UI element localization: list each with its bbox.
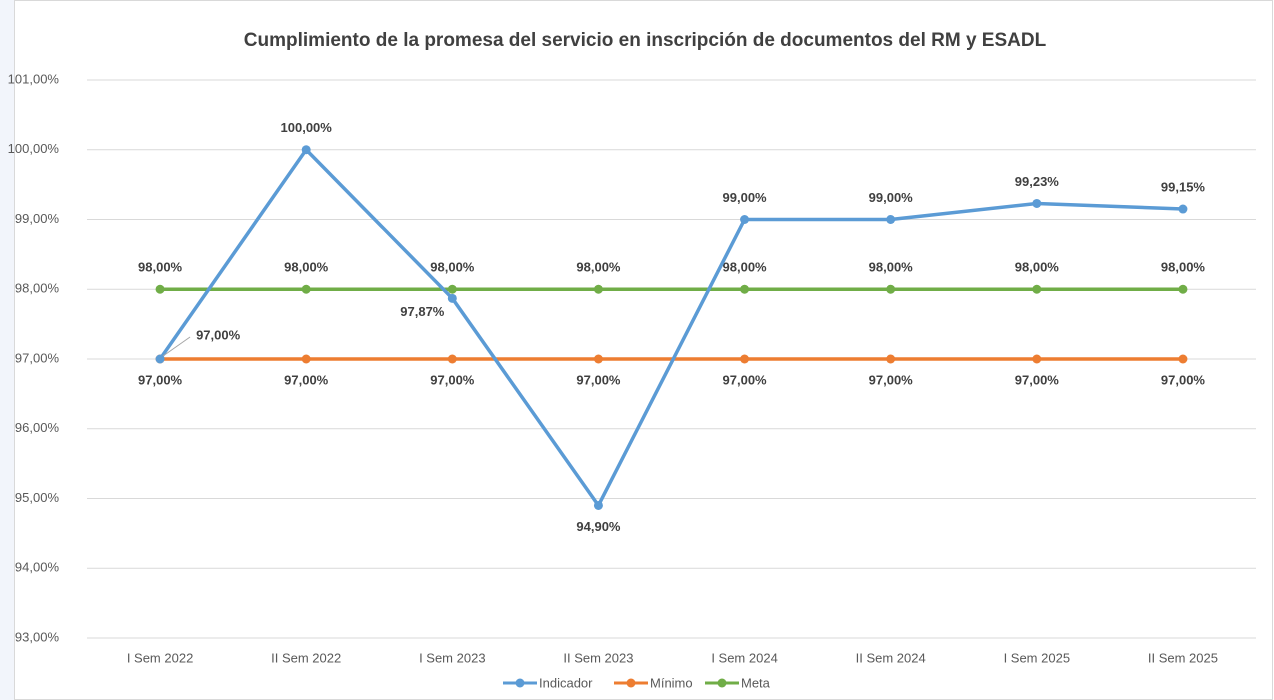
point (301, 354, 311, 364)
x-tick-label: II Sem 2025 (1148, 650, 1218, 665)
y-tick-label: 94,00% (15, 560, 60, 575)
data-label: 99,23% (1015, 174, 1060, 189)
data-label: 97,00% (138, 372, 183, 387)
x-tick-label: I Sem 2022 (127, 650, 194, 665)
point (1178, 284, 1188, 294)
legend-marker (717, 678, 727, 688)
data-label: 98,00% (723, 260, 768, 275)
data-label: 99,00% (869, 190, 914, 205)
y-tick-label: 96,00% (15, 420, 60, 435)
data-label: 98,00% (576, 260, 621, 275)
legend-label: Indicador (539, 675, 593, 690)
data-label: 94,90% (576, 519, 621, 534)
y-tick-label: 93,00% (15, 629, 60, 644)
point (593, 500, 603, 510)
point (155, 354, 165, 364)
point (1032, 198, 1042, 208)
data-label: 97,00% (430, 372, 475, 387)
point (593, 284, 603, 294)
point (301, 284, 311, 294)
data-label: 98,00% (869, 260, 914, 275)
legend-label: Meta (741, 675, 771, 690)
point (155, 284, 165, 294)
chart-frame (14, 0, 1273, 700)
data-label: 97,00% (1015, 372, 1060, 387)
data-label: 97,00% (284, 372, 329, 387)
data-label: 100,00% (281, 120, 333, 135)
data-label: 97,00% (196, 327, 241, 342)
y-tick-label: 97,00% (15, 350, 60, 365)
point (1178, 204, 1188, 214)
data-label: 98,00% (138, 260, 183, 275)
point (593, 354, 603, 364)
data-label: 98,00% (1161, 260, 1206, 275)
point (740, 354, 750, 364)
point (1178, 354, 1188, 364)
data-label: 97,00% (1161, 372, 1206, 387)
legend-marker (515, 678, 525, 688)
data-label: 97,87% (400, 304, 445, 319)
data-label: 97,00% (869, 372, 914, 387)
data-label: 98,00% (430, 260, 475, 275)
x-tick-label: II Sem 2023 (563, 650, 633, 665)
data-label: 98,00% (284, 260, 329, 275)
chart-title: Cumplimiento de la promesa del servicio … (244, 30, 1047, 51)
x-tick-label: I Sem 2023 (419, 650, 486, 665)
data-label: 99,00% (723, 190, 768, 205)
legend-label: Mínimo (650, 675, 693, 690)
y-tick-label: 99,00% (15, 211, 60, 226)
point (447, 293, 457, 303)
point (886, 215, 896, 224)
point (447, 284, 457, 294)
x-tick-label: I Sem 2025 (1004, 650, 1071, 665)
y-tick-label: 98,00% (15, 281, 60, 296)
data-label: 98,00% (1015, 260, 1060, 275)
data-label: 97,00% (576, 372, 621, 387)
point (886, 284, 896, 294)
leader-line (162, 336, 191, 357)
series-line (158, 148, 1184, 508)
y-tick-label: 100,00% (8, 141, 60, 156)
point (447, 354, 457, 364)
x-tick-label: I Sem 2024 (711, 650, 778, 665)
x-tick-label: II Sem 2022 (271, 650, 341, 665)
data-label: 97,00% (723, 372, 768, 387)
side-strip (0, 0, 14, 700)
legend-marker (626, 678, 636, 688)
point (1032, 284, 1042, 294)
point (301, 145, 311, 155)
point (740, 215, 750, 224)
point (1032, 354, 1042, 364)
data-label: 99,15% (1161, 179, 1206, 194)
point (886, 354, 896, 364)
point (740, 284, 750, 294)
y-tick-label: 101,00% (8, 71, 60, 86)
y-tick-label: 95,00% (15, 490, 60, 505)
x-tick-label: II Sem 2024 (856, 650, 926, 665)
